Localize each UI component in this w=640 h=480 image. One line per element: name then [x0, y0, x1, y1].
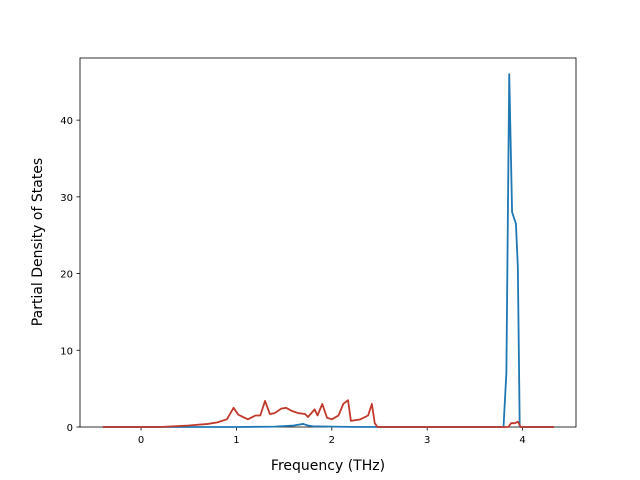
x-tick-label: 2 — [329, 435, 335, 446]
y-tick-label: 30 — [60, 193, 73, 204]
line-series — [102, 73, 555, 428]
x-tick-label: 3 — [424, 435, 430, 446]
x-tick-label: 1 — [233, 435, 239, 446]
y-tick-label: 0 — [67, 423, 73, 434]
x-axis-label: Frequency (THz) — [271, 458, 385, 474]
y-tick-label: 10 — [60, 346, 73, 357]
y-axis-label: Partial Density of States — [30, 158, 46, 326]
x-tick-label: 0 — [138, 435, 144, 446]
x-tick-label: 4 — [519, 435, 525, 446]
plot-frame — [79, 57, 577, 428]
y-tick-label: 40 — [60, 116, 73, 127]
y-tick-label: 20 — [60, 270, 73, 281]
line-series — [102, 399, 555, 428]
